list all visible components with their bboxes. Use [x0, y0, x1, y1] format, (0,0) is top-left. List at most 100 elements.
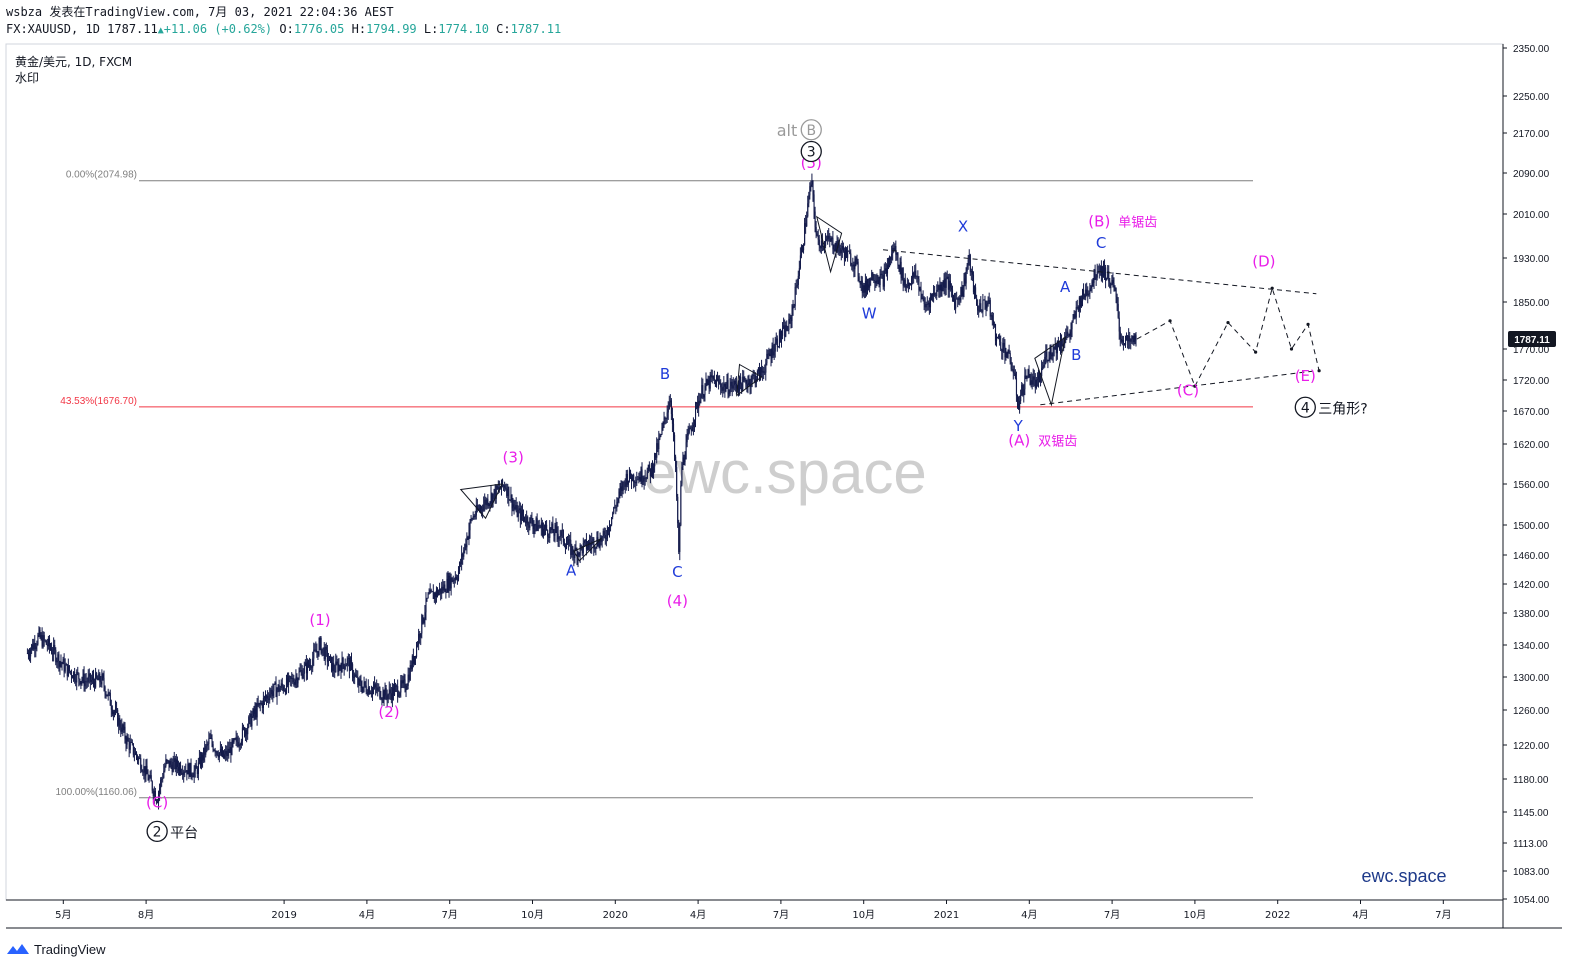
candle-body: [278, 684, 280, 692]
candle-body: [1116, 296, 1118, 304]
candle-body: [59, 661, 61, 667]
candle-body: [79, 679, 81, 684]
drawings-layer[interactable]: [459, 215, 1321, 562]
candle-body: [746, 384, 748, 388]
candle-body: [705, 379, 707, 387]
candle-body: [664, 417, 666, 419]
candle-body: [468, 530, 470, 540]
candle-body: [43, 635, 45, 641]
candle-body: [46, 644, 48, 647]
candle-body: [779, 331, 782, 340]
candle-body: [890, 256, 892, 260]
wave-label-note: 双锯齿: [1038, 434, 1077, 449]
candle-body: [72, 676, 74, 679]
candle-body: [90, 679, 92, 682]
candle-body: [270, 689, 272, 695]
candle-body: [611, 517, 613, 525]
candle-body: [314, 649, 316, 651]
candle-body: [505, 487, 507, 489]
candle-body: [174, 758, 176, 770]
candle-body: [658, 438, 660, 450]
candle-body: [219, 749, 221, 753]
candle-body: [107, 692, 109, 697]
last-price-tag-bg: [1508, 330, 1556, 347]
projection-path[interactable]: [1136, 286, 1320, 388]
candle-series: [26, 173, 1137, 810]
fib-level-label: 100.00%(1160.06): [55, 787, 137, 798]
triangle-trendline[interactable]: [1040, 370, 1317, 406]
candle-body: [962, 291, 964, 297]
candle-body: [633, 474, 635, 483]
candle-body: [156, 801, 159, 803]
candle-body: [735, 384, 738, 389]
candle-body: [751, 375, 753, 383]
candle-body: [166, 759, 168, 761]
candle-body: [439, 588, 441, 592]
wave-triangle[interactable]: [459, 483, 503, 520]
candle-body: [108, 692, 110, 694]
wave-label: (A): [1008, 431, 1030, 449]
candle-body: [625, 473, 627, 487]
footer[interactable]: TradingView: [6, 938, 106, 960]
candle-body: [333, 662, 335, 672]
candle-body: [579, 545, 581, 556]
candle-body: [804, 223, 806, 245]
candle-body: [655, 453, 657, 458]
candle-body: [829, 238, 831, 242]
wave-triangle[interactable]: [736, 363, 763, 397]
candle-body: [671, 414, 674, 424]
wave-triangle[interactable]: [815, 215, 843, 274]
candle-body: [809, 186, 811, 196]
price-axis[interactable]: 2350.00 2250.00 2170.00 2090.00 2010.00 1930.…: [1503, 44, 1550, 906]
candle-body: [616, 501, 618, 508]
candle-body: [112, 711, 115, 715]
triangle-trendline[interactable]: [882, 249, 1317, 295]
candle-body: [82, 673, 84, 680]
candle-body: [897, 253, 899, 266]
candle-body: [841, 246, 843, 250]
candle-body: [840, 249, 842, 254]
candle-body: [184, 771, 186, 773]
fib-retracement[interactable]: 0.00%(2074.98) 43.53%(1676.70) 100.00%(116…: [55, 170, 1253, 799]
candle-body: [555, 525, 557, 527]
candle-body: [880, 273, 882, 276]
candle-body: [1012, 369, 1014, 373]
candle-body: [324, 646, 326, 660]
candle-body: [640, 469, 642, 481]
candle-body: [920, 288, 922, 299]
candle-body: [256, 703, 258, 718]
candle-body: [808, 195, 810, 204]
time-tick-label: 7月: [1104, 909, 1120, 921]
candle-body: [815, 227, 817, 234]
candle-body: [670, 400, 672, 415]
candle-body: [483, 504, 485, 511]
candle-body: [940, 284, 942, 292]
candle-body: [101, 674, 103, 685]
watermark-text: ewc.space: [643, 439, 926, 506]
wave-label: (2): [378, 703, 399, 721]
candle-body: [367, 687, 369, 695]
wave-label: B: [1071, 346, 1081, 364]
candle-body: [259, 702, 261, 705]
wave-triangle[interactable]: [573, 538, 602, 562]
candle-body: [271, 689, 273, 697]
candle-body: [319, 637, 321, 643]
candle-body: [283, 689, 285, 691]
candle-body: [182, 773, 184, 775]
candle-body: [663, 417, 665, 424]
time-axis[interactable]: 5月 8月 2019 4月 7月 10月 2020 4月 7月 10月 2021 4月 7月 10月 202…: [55, 900, 1451, 921]
candle-body: [242, 727, 245, 729]
candle-body: [1009, 353, 1011, 362]
candle-body: [209, 738, 211, 739]
candle-body: [254, 708, 256, 714]
candle-body: [794, 287, 796, 307]
candle-body: [856, 258, 858, 262]
wave-triangle[interactable]: [1034, 336, 1066, 407]
projection-point: [1289, 347, 1294, 351]
candle-body: [867, 284, 869, 291]
candle-body: [83, 673, 85, 687]
circled-wave-prefix: alt: [777, 121, 798, 140]
candle-body: [959, 297, 961, 301]
candle-body: [1119, 331, 1121, 340]
